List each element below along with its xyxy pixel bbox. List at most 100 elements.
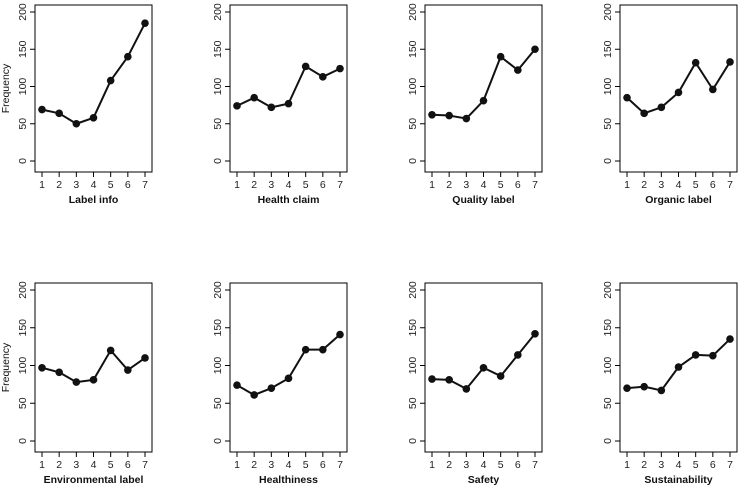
- x-tick-label: 1: [624, 179, 630, 191]
- data-point: [674, 363, 683, 371]
- y-tick-label: 0: [212, 438, 224, 444]
- data-point: [38, 105, 46, 114]
- x-axis-label: Safety: [468, 474, 500, 485]
- chart-panel-4: 0 50 100 150 200 1 2 3 4 5 6 7 Organic label: [602, 3, 738, 206]
- y-tick-label: 50: [212, 118, 224, 130]
- data-point: [267, 103, 276, 112]
- x-axis-label: Label info: [69, 194, 119, 206]
- x-tick-label: 1: [39, 459, 45, 471]
- y-tick-label: 150: [602, 40, 614, 58]
- x-tick-label: 7: [727, 459, 733, 471]
- chart-panel-6: 0 50 100 150 200 1 2 3 4 5 6 7 Healthiness: [212, 281, 348, 485]
- y-tick-label: 100: [17, 357, 29, 375]
- x-tick-label: 5: [693, 459, 699, 471]
- y-tick-label: 200: [17, 3, 29, 21]
- data-point: [462, 114, 471, 123]
- data-point: [72, 378, 81, 386]
- x-axis-label: Environmental label: [44, 474, 144, 485]
- x-tick-label: 7: [337, 179, 343, 191]
- data-point: [691, 58, 700, 67]
- data-point: [640, 382, 648, 391]
- x-tick-label: 1: [39, 179, 45, 191]
- data-point: [301, 62, 310, 71]
- y-tick-label: 100: [407, 357, 419, 375]
- x-tick-label: 5: [303, 459, 309, 471]
- data-point: [55, 368, 63, 377]
- x-tick-label: 4: [481, 459, 487, 471]
- x-tick-label: 1: [429, 459, 435, 471]
- data-point: [124, 366, 132, 374]
- data-point: [726, 335, 734, 343]
- x-tick-label: 3: [658, 179, 664, 191]
- x-tick-label: 3: [463, 179, 469, 191]
- chart-panel-3: 0 50 100 150 200 1 2 3 4 5 6 7 Quality label: [407, 3, 543, 206]
- data-point: [514, 351, 522, 359]
- data-point: [55, 109, 63, 118]
- x-tick-label: 6: [710, 459, 716, 471]
- x-tick-label: 3: [268, 459, 274, 471]
- data-point: [233, 381, 241, 389]
- y-tick-label: 200: [407, 281, 419, 299]
- y-axis-label: Frequency: [0, 342, 12, 392]
- x-tick-label: 6: [515, 179, 521, 191]
- y-tick-label: 200: [407, 3, 419, 21]
- x-tick-label: 7: [142, 459, 148, 471]
- y-tick-label: 100: [602, 78, 614, 96]
- data-point: [640, 109, 648, 118]
- x-tick-label: 4: [91, 179, 97, 191]
- data-point: [531, 45, 539, 54]
- x-tick-label: 2: [56, 179, 62, 191]
- y-tick-label: 100: [602, 357, 614, 375]
- x-tick-label: 6: [320, 459, 326, 471]
- data-point: [336, 64, 344, 73]
- series-line: [236, 333, 341, 396]
- data-point: [496, 52, 505, 61]
- plot-frame: [229, 4, 348, 173]
- data-point: [267, 384, 276, 392]
- data-point: [657, 386, 666, 395]
- y-tick-label: 150: [17, 319, 29, 337]
- y-tick-label: 0: [602, 158, 614, 164]
- y-tick-label: 150: [17, 40, 29, 58]
- y-tick-label: 0: [17, 438, 29, 444]
- data-point: [428, 111, 436, 119]
- y-tick-label: 0: [407, 438, 419, 444]
- y-tick-label: 0: [407, 158, 419, 164]
- y-tick-label: 100: [212, 78, 224, 96]
- x-tick-label: 6: [515, 459, 521, 471]
- x-tick-label: 1: [624, 459, 630, 471]
- x-tick-label: 2: [446, 179, 452, 191]
- plot-frame: [34, 282, 153, 453]
- data-point: [141, 354, 149, 362]
- x-tick-label: 7: [142, 179, 148, 191]
- data-point: [691, 351, 700, 359]
- x-axis-label: Quality label: [452, 194, 515, 206]
- y-tick-label: 0: [17, 158, 29, 164]
- y-tick-label: 100: [17, 78, 29, 96]
- data-point: [106, 346, 115, 355]
- data-point: [479, 96, 488, 105]
- x-tick-label: 2: [251, 459, 257, 471]
- data-point: [657, 103, 666, 112]
- x-tick-label: 5: [498, 459, 504, 471]
- x-tick-label: 6: [710, 179, 716, 191]
- data-point: [674, 88, 683, 97]
- y-tick-label: 50: [407, 397, 419, 409]
- x-axis-label: Health claim: [258, 194, 320, 206]
- y-axis-label: Frequency: [0, 63, 12, 113]
- y-tick-label: 200: [212, 3, 224, 21]
- y-tick-label: 200: [602, 281, 614, 299]
- x-tick-label: 4: [676, 459, 682, 471]
- x-tick-label: 4: [91, 459, 97, 471]
- chart-panel-8: 0 50 100 150 200 1 2 3 4 5 6 7 Sustainability: [602, 281, 738, 485]
- x-tick-label: 4: [481, 179, 487, 191]
- x-tick-label: 2: [641, 179, 647, 191]
- x-tick-label: 6: [125, 459, 131, 471]
- data-point: [462, 385, 471, 393]
- x-tick-label: 3: [73, 179, 79, 191]
- data-point: [89, 376, 98, 384]
- y-tick-label: 150: [602, 319, 614, 337]
- y-tick-label: 50: [17, 118, 29, 130]
- data-point: [726, 58, 734, 66]
